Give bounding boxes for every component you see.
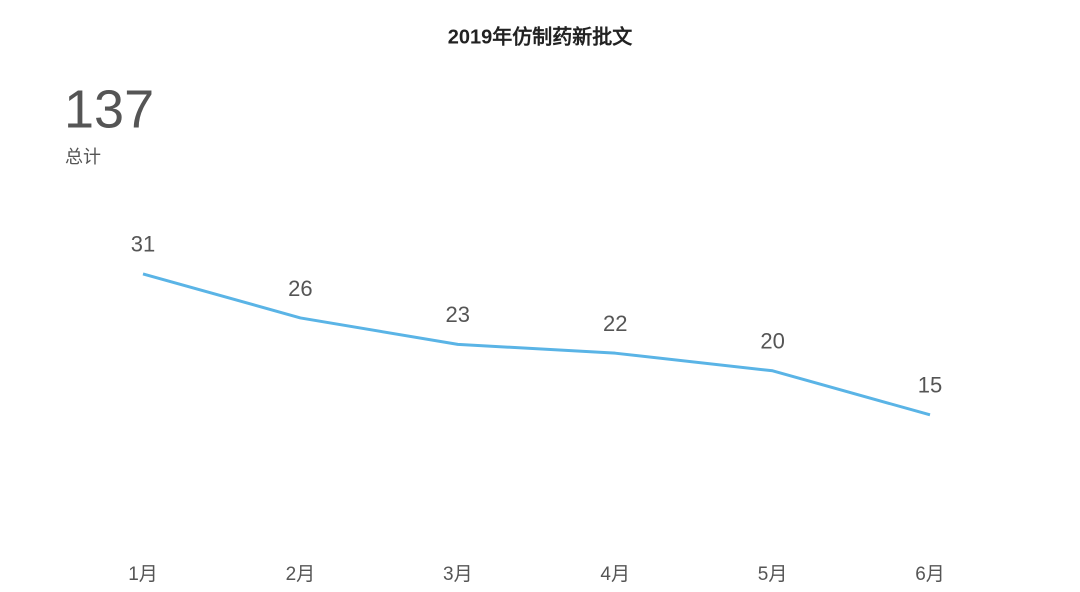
line — [142, 272, 931, 417]
data-label: 26 — [288, 276, 312, 301]
data-label: 20 — [760, 329, 784, 354]
chart-title: 2019年仿制药新批文 — [448, 24, 633, 48]
x-tick-label: 3月 — [443, 564, 473, 585]
data-label: 22 — [603, 311, 627, 336]
data-label: 23 — [446, 302, 470, 327]
total-label: 总计 — [65, 147, 101, 167]
x-tick-label: 4月 — [600, 564, 630, 585]
total-value: 137 — [64, 79, 154, 139]
data-label: 15 — [918, 373, 942, 398]
data-label: 31 — [131, 232, 155, 257]
x-tick-label: 5月 — [758, 564, 788, 585]
x-tick-label: 1月 — [128, 564, 158, 585]
x-tick-label: 2月 — [286, 564, 316, 585]
x-tick-label: 6月 — [915, 564, 945, 585]
